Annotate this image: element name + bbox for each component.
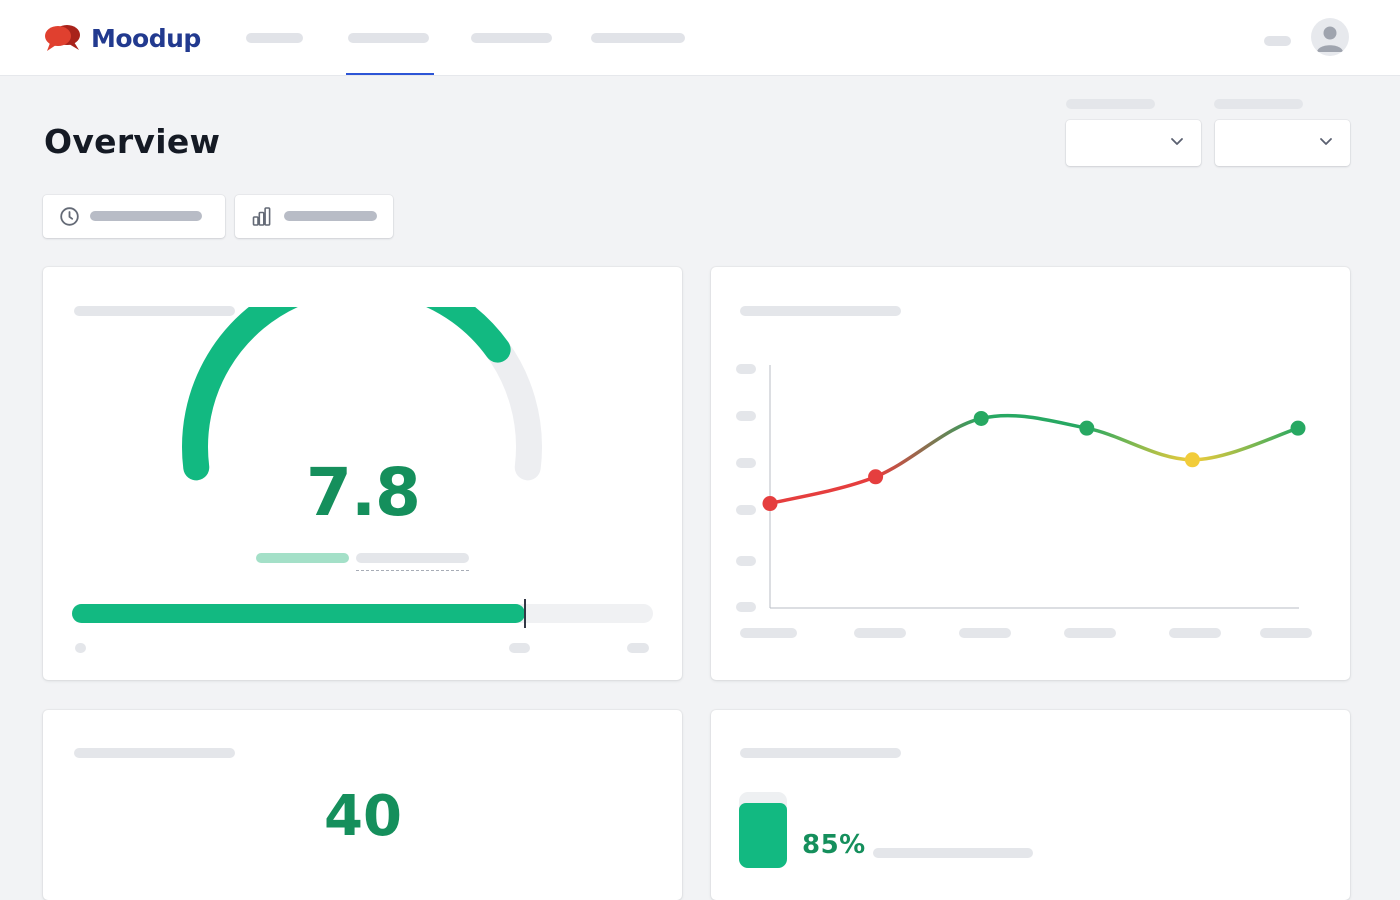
y-tick-label xyxy=(736,364,756,374)
percent-battery xyxy=(739,792,787,868)
x-tick-label xyxy=(1169,628,1221,638)
page-title: Overview xyxy=(44,122,221,161)
trend-line-series xyxy=(768,413,1300,506)
filter-select-2[interactable] xyxy=(1215,120,1350,166)
dotted-underline xyxy=(356,570,469,571)
user-icon xyxy=(1317,26,1343,52)
chevron-down-icon xyxy=(1171,138,1183,145)
user-avatar[interactable] xyxy=(1311,18,1349,56)
date-range-button[interactable] xyxy=(43,195,225,238)
metric-button[interactable] xyxy=(235,195,393,238)
user-name-placeholder xyxy=(1264,36,1291,46)
nav-tab-4[interactable] xyxy=(591,0,686,75)
active-tab-indicator xyxy=(346,73,434,75)
data-point[interactable] xyxy=(762,496,778,512)
x-tick-label xyxy=(959,628,1011,638)
card-title-placeholder xyxy=(74,306,235,316)
data-point[interactable] xyxy=(1184,452,1200,468)
speech-bubbles-logo-icon xyxy=(45,25,80,51)
y-tick-label xyxy=(736,556,756,566)
select-1-label xyxy=(1066,99,1155,109)
score-value: 7.8 xyxy=(306,454,421,531)
filter-select-1[interactable] xyxy=(1066,120,1201,166)
score-progress-fill xyxy=(72,604,526,623)
percent-value: 85% xyxy=(802,830,866,860)
bar-chart-icon xyxy=(252,207,271,226)
scale-marker-placeholder xyxy=(509,643,530,653)
nav-tab-2[interactable] xyxy=(346,0,434,75)
app-name: Moodup xyxy=(91,23,201,53)
trend-card xyxy=(711,267,1350,680)
score-card: 7.8 xyxy=(43,267,682,680)
app-logo[interactable]: Moodup xyxy=(44,22,201,54)
x-tick-label xyxy=(854,628,906,638)
x-tick-label xyxy=(740,628,797,638)
nav-tab-1[interactable] xyxy=(246,0,304,75)
y-tick-label xyxy=(736,458,756,468)
date-range-label xyxy=(90,211,202,221)
count-card: 40 xyxy=(43,710,682,900)
y-tick-label xyxy=(736,602,756,612)
trend-line-chart xyxy=(736,364,1312,638)
gauge-fill xyxy=(182,307,511,481)
clock-icon xyxy=(60,207,79,226)
score-sublabel-placeholder[interactable] xyxy=(356,553,469,563)
metric-label xyxy=(284,211,377,221)
count-value: 40 xyxy=(324,784,402,849)
data-point[interactable] xyxy=(973,410,989,426)
y-tick-label xyxy=(736,505,756,515)
score-progress-bar xyxy=(72,599,653,628)
score-label-placeholder xyxy=(256,553,349,563)
x-tick-label xyxy=(1064,628,1116,638)
data-point[interactable] xyxy=(868,469,884,485)
data-point[interactable] xyxy=(1290,420,1306,436)
percent-card xyxy=(711,710,1350,900)
select-2-label xyxy=(1214,99,1303,109)
scale-min-placeholder xyxy=(75,643,86,653)
progress-marker xyxy=(524,599,527,628)
y-tick-label xyxy=(736,411,756,421)
card-title-placeholder xyxy=(740,306,901,316)
x-tick-label xyxy=(1260,628,1312,638)
percent-label-placeholder xyxy=(873,848,1033,858)
chevron-down-icon xyxy=(1320,138,1332,145)
nav-tab-3[interactable] xyxy=(471,0,553,75)
card-title-placeholder xyxy=(74,748,235,758)
top-navigation-bar: Moodup xyxy=(0,0,1400,76)
card-title-placeholder xyxy=(740,748,901,758)
data-point[interactable] xyxy=(1079,420,1095,436)
scale-max-placeholder xyxy=(627,643,649,653)
score-gauge xyxy=(182,307,542,481)
percent-battery-fill xyxy=(739,803,787,868)
